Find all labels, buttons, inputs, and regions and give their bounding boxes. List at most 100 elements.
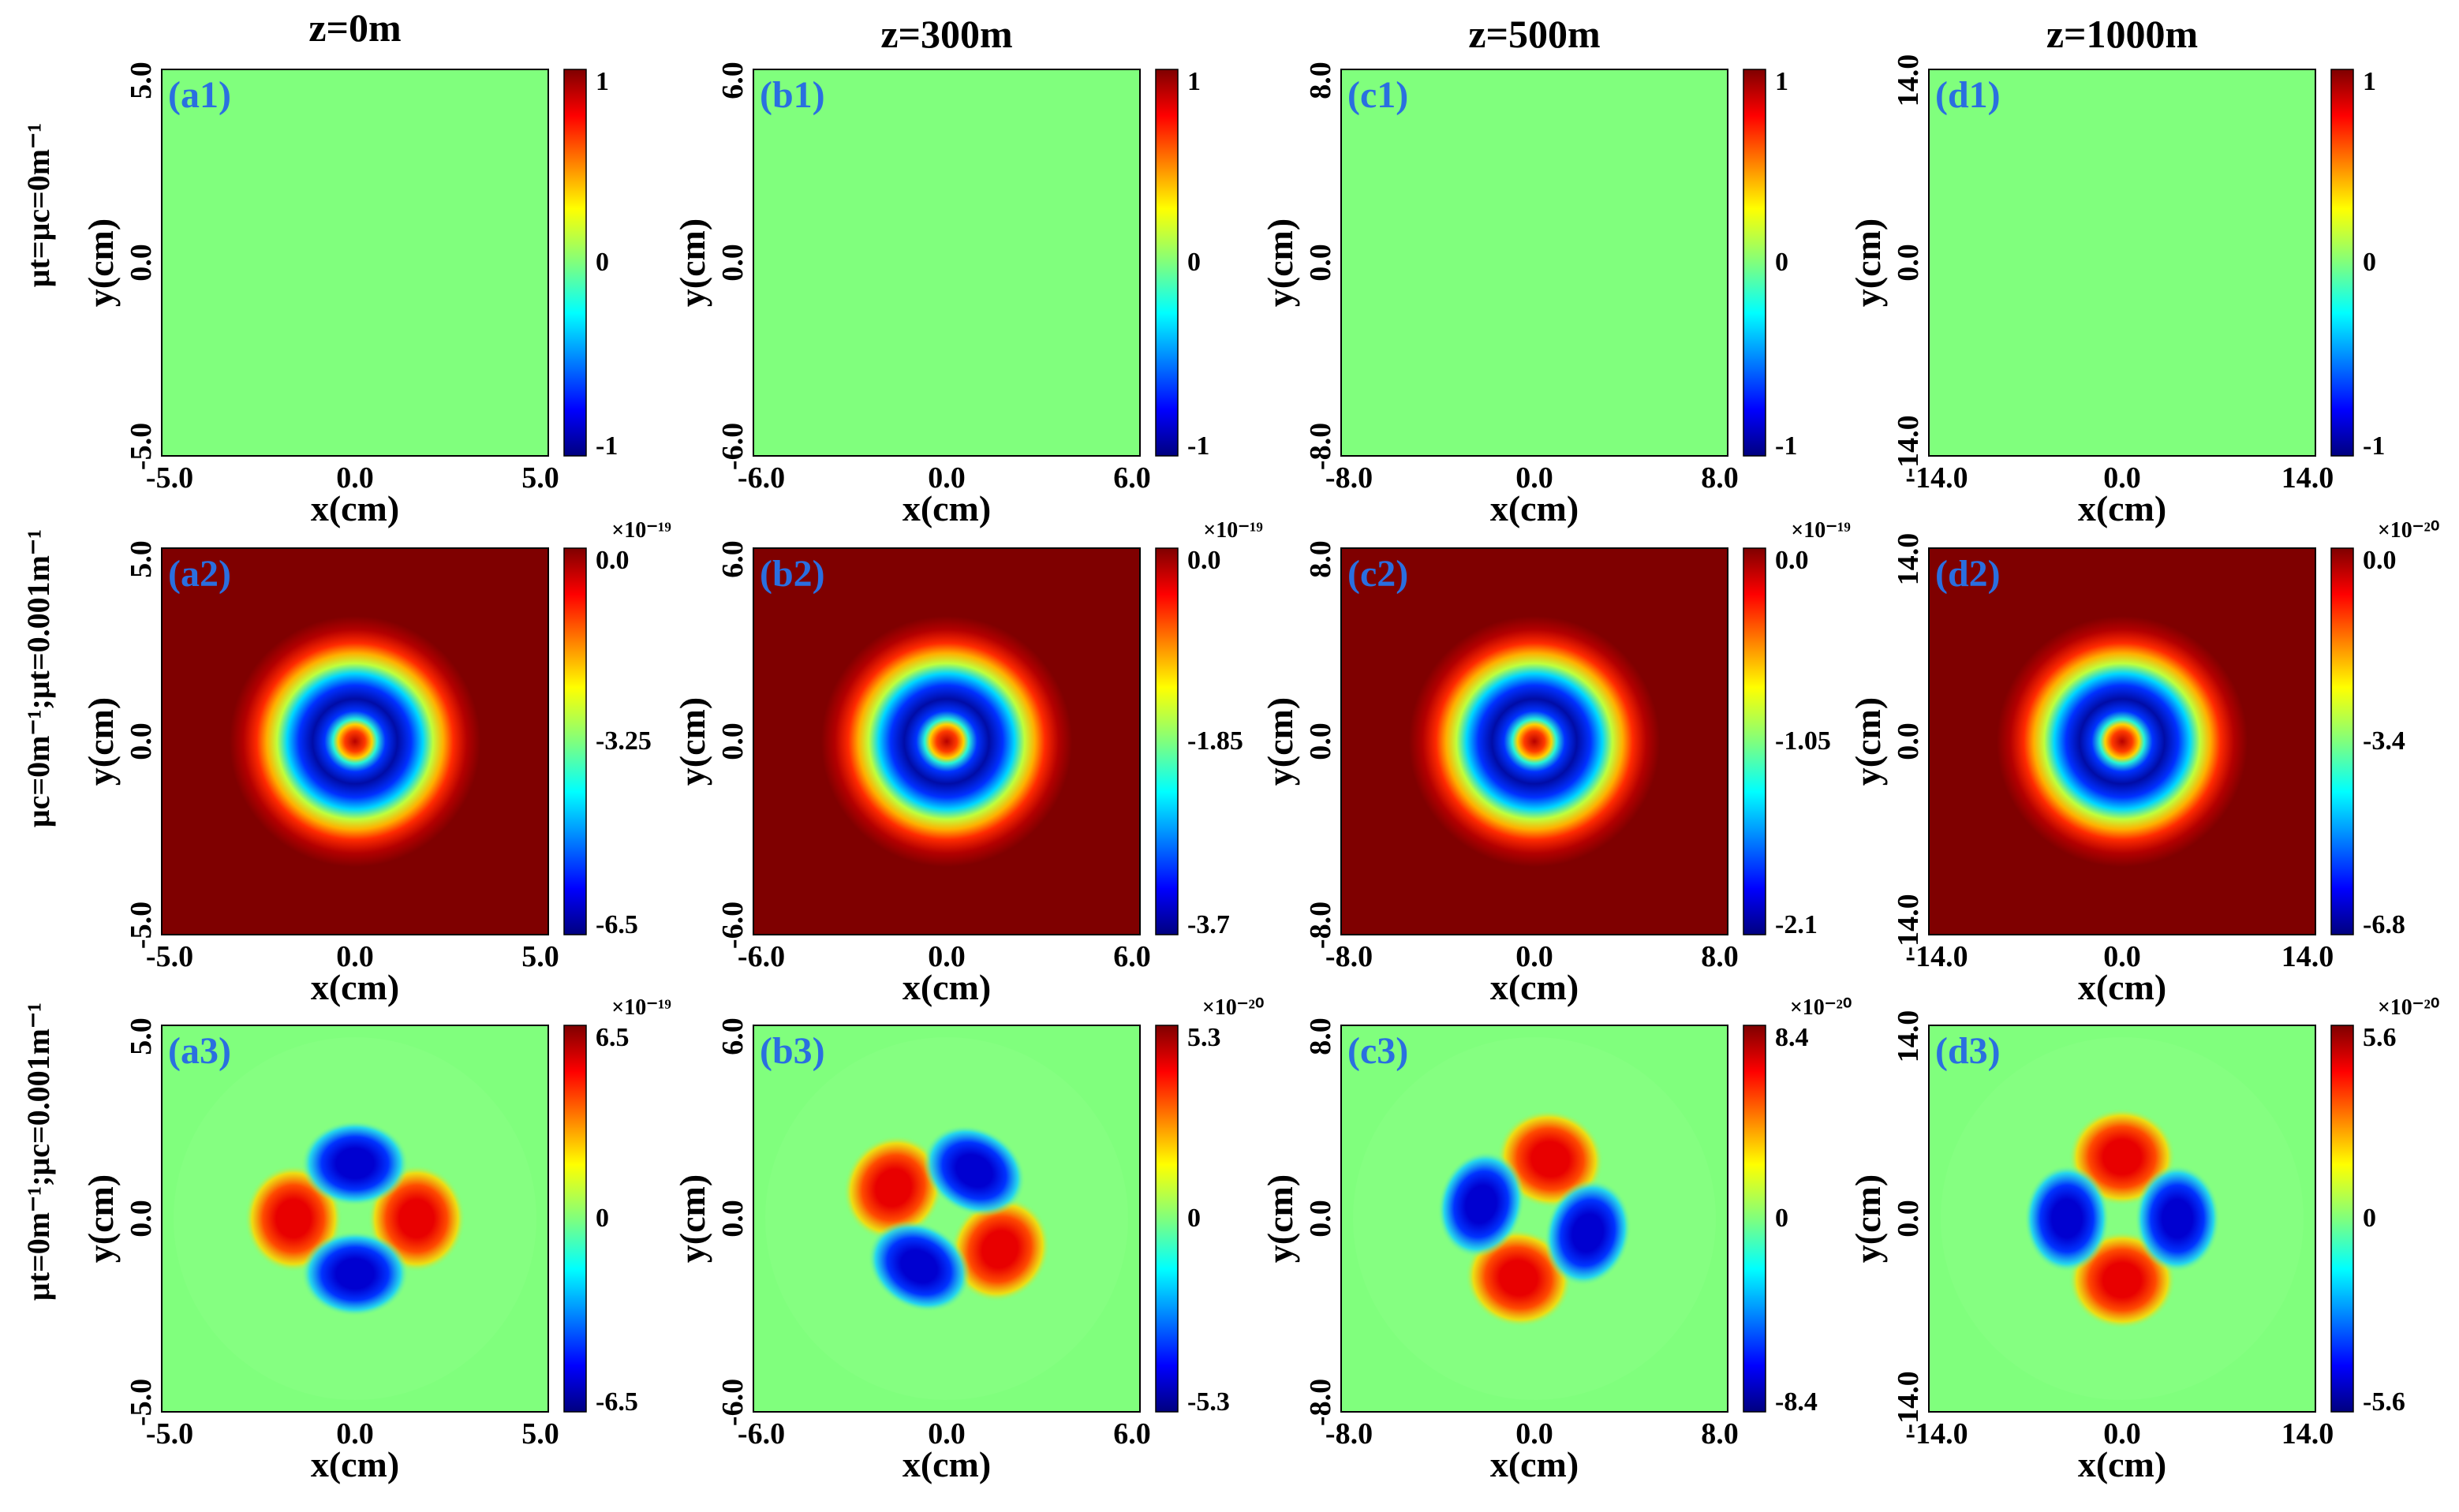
panel-d3-xlabel: x(cm) xyxy=(2078,1444,2166,1484)
panel-c3-xtick-2: 0.0 xyxy=(1515,1417,1553,1450)
panel-a3-xtick-1: -5.0 xyxy=(146,1417,193,1450)
panel-a3-xlabel: x(cm) xyxy=(311,1444,399,1484)
panel-d2-xtick-1: -14.0 xyxy=(1905,940,1968,973)
panel-b3-halo xyxy=(765,1037,1128,1400)
panel-d2-colorbar-tick-3: -6.8 xyxy=(2363,910,2405,939)
panel-d1-xtick-1: -14.0 xyxy=(1905,461,1968,495)
row-label-2: μc=0m⁻¹;μt=0.001m⁻¹ xyxy=(21,529,56,827)
panel-a2-xlabel: x(cm) xyxy=(311,967,399,1007)
panel-b3-colorbar-exponent: ×10⁻²⁰ xyxy=(1202,995,1264,1020)
panel-d1-frame xyxy=(1928,69,2316,457)
panel-d3-ytick-2: 0.0 xyxy=(1892,1200,1925,1238)
panel-c1-ylabel: y(cm) xyxy=(1260,218,1300,307)
panel-c2-colorbar xyxy=(1743,547,1766,935)
panel-d2-ytick-2: 0.0 xyxy=(1892,722,1925,760)
panel-c2-xtick-2: 0.0 xyxy=(1515,940,1553,973)
panel-d2-label: (d2) xyxy=(1935,553,2001,595)
panel-c1-ytick-2: 0.0 xyxy=(1304,244,1337,282)
panel-c2-xtick-1: -8.0 xyxy=(1325,940,1373,973)
panel-d1-xlabel: x(cm) xyxy=(2078,488,2166,528)
panel-a3-lobe-top xyxy=(301,1121,409,1206)
panel-a1-xtick-1: -5.0 xyxy=(146,461,193,495)
row-label-3: μt=0m⁻¹;μc=0.001m⁻¹ xyxy=(21,1002,56,1301)
panel-c3-ylabel: y(cm) xyxy=(1260,1174,1300,1263)
panel-c2-colorbar-tick-1: 0.0 xyxy=(1775,546,1809,575)
panel-b1-field xyxy=(753,69,1140,456)
panel-a3-frame xyxy=(161,1025,549,1413)
panel-a1-field xyxy=(162,69,548,456)
panel-a1-xlabel: x(cm) xyxy=(311,488,399,528)
panel-d3-lobe-top xyxy=(2135,1165,2220,1272)
panel-d1-xtick-3: 14.0 xyxy=(2281,461,2334,495)
panel-b1-xtick-1: -6.0 xyxy=(738,461,785,495)
panel-d1-colorbar-tick-1: 1 xyxy=(2363,67,2376,96)
panel-b2-ytick-2: 0.0 xyxy=(716,722,749,760)
panel-b2-xtick-3: 6.0 xyxy=(1113,940,1151,973)
panel-d3-ylabel: y(cm) xyxy=(1848,1174,1888,1263)
panel-b1-label: (b1) xyxy=(760,74,825,116)
panel-c2-colorbar-tick-3: -2.1 xyxy=(1775,910,1818,939)
panel-c3-ytick-3: 8.0 xyxy=(1304,1017,1337,1055)
panel-c3-colorbar-exponent: ×10⁻²⁰ xyxy=(1790,995,1852,1020)
panel-c3-lobe-top xyxy=(1544,1179,1631,1286)
panel-c3-label: (c3) xyxy=(1347,1030,1408,1072)
panel-c2-ytick-3: 8.0 xyxy=(1304,540,1337,578)
panel-b2-ylabel: y(cm) xyxy=(672,697,712,786)
panel-b1-xtick-3: 6.0 xyxy=(1113,461,1151,495)
panel-a1-colorbar-tick-1: 1 xyxy=(596,67,609,96)
column-title-1: z=0m xyxy=(308,6,401,50)
panel-b2-label: (b2) xyxy=(760,553,825,595)
panel-b1-colorbar-tick-3: -1 xyxy=(1187,431,1209,461)
panel-b3-lobes xyxy=(765,1037,1128,1400)
panel-a1-label: (a1) xyxy=(168,74,231,116)
panel-b1-colorbar xyxy=(1155,69,1179,457)
panel-a2-colorbar-exponent: ×10⁻¹⁹ xyxy=(611,518,671,543)
panel-b3-ytick-2: 0.0 xyxy=(716,1200,749,1238)
panel-c2-colorbar-tick-2: -1.05 xyxy=(1775,726,1831,756)
panel-d2-ytick-1: -14.0 xyxy=(1892,894,1925,956)
panel-c2-colorbar-exponent: ×10⁻¹⁹ xyxy=(1791,518,1851,543)
panel-c1-xtick-3: 8.0 xyxy=(1701,461,1739,495)
panel-c1-ytick-3: 8.0 xyxy=(1304,62,1337,99)
panel-c3-halo xyxy=(1352,1037,1716,1400)
panel-b3-ytick-1: -6.0 xyxy=(716,1379,749,1426)
panel-a3-lobes xyxy=(174,1037,536,1400)
panel-c2-ytick-2: 0.0 xyxy=(1304,722,1337,760)
panel-d1-field xyxy=(1929,69,2315,456)
panel-c3-ytick-1: -8.0 xyxy=(1304,1379,1337,1426)
panel-d3-xtick-2: 0.0 xyxy=(2103,1417,2141,1450)
panel-c2-label: (c2) xyxy=(1347,553,1408,595)
panel-b2-xtick-2: 0.0 xyxy=(928,940,966,973)
panel-d3-ytick-3: 14.0 xyxy=(1892,1010,1925,1063)
panel-c1-colorbar-tick-1: 1 xyxy=(1775,67,1788,96)
panel-b2-frame xyxy=(753,547,1141,935)
panel-c1-xlabel: x(cm) xyxy=(1490,488,1579,528)
column-title-2: z=300m xyxy=(880,12,1012,56)
panel-c1-colorbar-tick-2: 0 xyxy=(1775,248,1788,277)
panel-c3-frame xyxy=(1340,1025,1728,1413)
panel-a3-colorbar-tick-3: -6.5 xyxy=(596,1387,638,1417)
panel-b1-xtick-2: 0.0 xyxy=(928,461,966,495)
panel-a3-ylabel: y(cm) xyxy=(80,1174,121,1263)
panel-d2-frame xyxy=(1928,547,2316,935)
panel-c3-lobes xyxy=(1352,1037,1716,1400)
panel-a1-frame xyxy=(161,69,549,457)
panel-b1-ylabel: y(cm) xyxy=(672,218,712,307)
panel-c2-frame xyxy=(1340,547,1728,935)
panel-b3-colorbar xyxy=(1155,1025,1179,1413)
panel-c3-colorbar xyxy=(1743,1025,1766,1413)
panel-a1-ytick-1: -5.0 xyxy=(125,423,158,470)
panel-b1-ytick-1: -6.0 xyxy=(716,423,749,470)
panel-c3-colorbar-tick-2: 0 xyxy=(1775,1204,1788,1233)
panel-d1-label: (d1) xyxy=(1935,74,2001,116)
panel-a3-colorbar xyxy=(563,1025,587,1413)
panel-d3-label: (d3) xyxy=(1935,1030,2001,1072)
panel-a2-vortex-ring xyxy=(185,572,525,911)
panel-b3-xtick-2: 0.0 xyxy=(928,1417,966,1450)
panel-a2-colorbar-tick-2: -3.25 xyxy=(596,726,652,756)
panel-d3-halo xyxy=(1941,1037,2304,1400)
panel-d1-colorbar-tick-3: -1 xyxy=(2363,431,2385,461)
panel-b2-ytick-1: -6.0 xyxy=(716,902,749,949)
panel-d2-vortex-ring xyxy=(1953,572,2292,911)
panel-a1-ylabel: y(cm) xyxy=(80,218,121,307)
